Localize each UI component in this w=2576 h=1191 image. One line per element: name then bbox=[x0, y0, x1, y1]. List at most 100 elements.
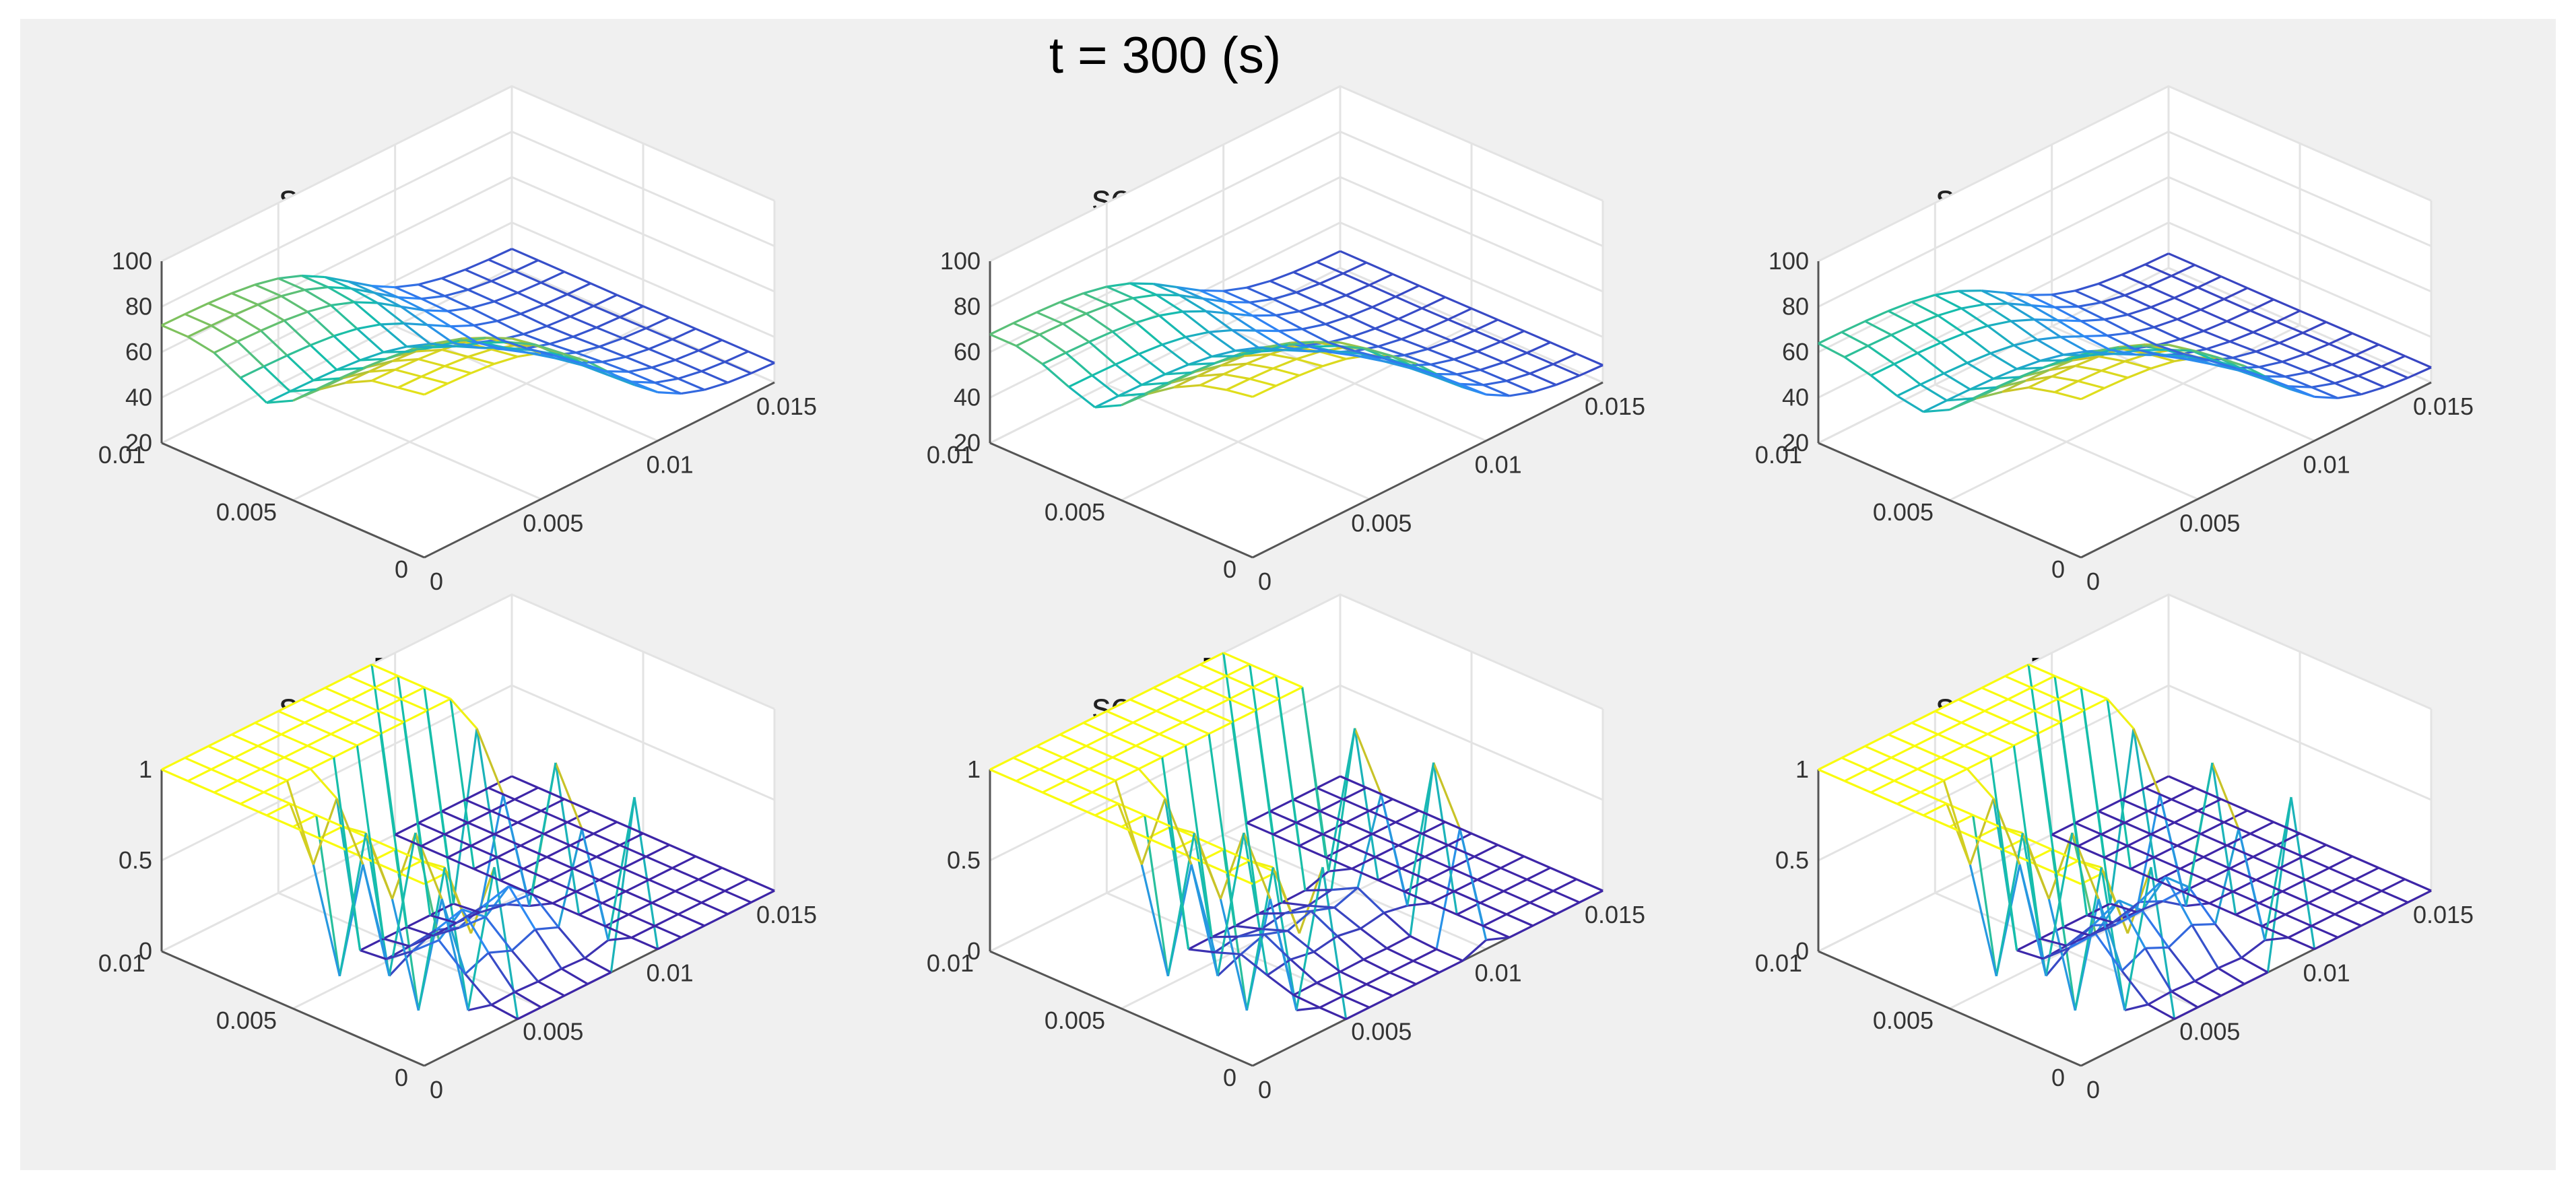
surface-mesh-line bbox=[2159, 354, 2187, 360]
surface-mesh-line bbox=[1322, 833, 1350, 847]
surface-mesh-line bbox=[2104, 856, 2132, 871]
surface-mesh-line bbox=[2121, 969, 2149, 1005]
surface-mesh-line bbox=[2100, 867, 2126, 1011]
surface-mesh-line bbox=[2103, 318, 2132, 334]
surface-mesh-line bbox=[312, 368, 337, 382]
surface-mesh-line bbox=[1526, 341, 1551, 354]
surface-mesh-line bbox=[1427, 348, 1455, 361]
surface-mesh-line bbox=[1185, 331, 1210, 339]
surface-mesh-line bbox=[2121, 273, 2149, 287]
figure-window: t = 300 (s) Tsection x/Lx = 000.0050.010… bbox=[20, 19, 2556, 1170]
surface-mesh-line bbox=[266, 399, 294, 404]
surface-mesh-line bbox=[1375, 318, 1399, 330]
surface-mesh-line bbox=[1967, 352, 1991, 364]
surface-mesh-line bbox=[2232, 356, 2259, 368]
surface-mesh-line bbox=[1506, 901, 1531, 916]
surface-mesh-line bbox=[1282, 901, 1309, 907]
surface-mesh-line bbox=[1246, 286, 1274, 300]
surface-mesh-line bbox=[628, 366, 653, 373]
surface-mesh-line bbox=[2288, 385, 2315, 398]
surface-mesh-line bbox=[2150, 360, 2175, 370]
surface-mesh-line bbox=[1421, 832, 1449, 846]
surface-mesh-line bbox=[1121, 825, 1148, 840]
surface-mesh-line bbox=[1272, 867, 1298, 1011]
surface-mesh-line bbox=[1459, 828, 1488, 941]
surface-mesh-line bbox=[1938, 733, 1965, 747]
surface-mesh-line bbox=[1182, 710, 1207, 724]
surface-mesh-line bbox=[2101, 821, 2125, 836]
surface-mesh-line bbox=[441, 798, 466, 813]
surface-mesh-line bbox=[476, 341, 504, 351]
surface-mesh-line bbox=[1456, 901, 1481, 916]
surface-mesh-line bbox=[2264, 378, 2292, 390]
surface-mesh-line bbox=[581, 828, 609, 941]
surface-mesh-line bbox=[2016, 366, 2043, 370]
surface-mesh-line bbox=[2378, 343, 2406, 358]
surface-mesh-line bbox=[1348, 315, 1376, 330]
surface-mesh-line bbox=[1206, 310, 1230, 315]
surface-mesh-line bbox=[1888, 722, 1913, 736]
surface-mesh-line bbox=[278, 274, 302, 280]
surface-mesh-line bbox=[1065, 780, 1093, 794]
surface-mesh-line bbox=[2220, 798, 2248, 812]
surface-mesh-line bbox=[1445, 296, 1472, 310]
surface-mesh-line bbox=[557, 828, 583, 928]
surface-mesh-line bbox=[543, 833, 571, 847]
surface-mesh-line bbox=[546, 315, 571, 327]
surface-mesh-line bbox=[365, 360, 393, 369]
surface-mesh-line bbox=[1844, 780, 1872, 794]
surface-mesh-line bbox=[645, 327, 673, 341]
surface-mesh-line bbox=[1188, 355, 1212, 366]
surface-mesh-line bbox=[380, 322, 404, 326]
surface-mesh-line bbox=[1156, 698, 1181, 712]
figure-canvas: t = 300 (s) Tsection x/Lx = 000.0050.010… bbox=[98, 27, 2474, 1103]
surface-mesh-line bbox=[327, 285, 352, 290]
surface-mesh-line bbox=[1896, 383, 1921, 397]
surface-mesh-line bbox=[2047, 832, 2074, 899]
surface-mesh-line bbox=[306, 733, 332, 747]
surface-mesh-line bbox=[1430, 901, 1457, 916]
surface-mesh-line bbox=[2063, 914, 2088, 928]
surface-mesh-line bbox=[549, 335, 574, 345]
surface-mesh-line bbox=[397, 375, 422, 389]
surface-mesh-line bbox=[543, 304, 571, 318]
y-tick-label: 0.005 bbox=[1045, 1007, 1105, 1034]
surface-mesh-line bbox=[649, 347, 676, 362]
surface-mesh-line bbox=[2197, 809, 2224, 823]
surface-mesh-line bbox=[2237, 828, 2266, 941]
surface-mesh-line bbox=[1243, 353, 1271, 358]
surface-mesh-line bbox=[537, 967, 562, 983]
surface-mesh-line bbox=[1482, 384, 1510, 397]
surface-mesh-line bbox=[1220, 362, 1247, 367]
surface-mesh-line bbox=[2171, 980, 2195, 993]
surface-mesh-line bbox=[1179, 698, 1207, 712]
surface-mesh-line bbox=[2057, 686, 2082, 700]
surface-mesh-line bbox=[1065, 768, 1090, 782]
surface-mesh-line bbox=[2200, 833, 2228, 847]
surface-mesh-line bbox=[1261, 912, 1286, 930]
surface-mesh-line bbox=[1946, 397, 1973, 402]
surface-mesh-line bbox=[1176, 663, 1201, 677]
surface-mesh-line bbox=[1211, 924, 1236, 939]
surface-mesh-line bbox=[1319, 350, 1347, 360]
surface-mesh-line bbox=[1506, 913, 1533, 927]
subplots-grid: Tsection x/Lx = 000.0050.010.01500.0050.… bbox=[98, 85, 2474, 1103]
surface-mesh-line bbox=[599, 879, 626, 893]
surface-mesh-line bbox=[1229, 312, 1253, 317]
surface-mesh-line bbox=[496, 320, 525, 335]
surface-mesh-line bbox=[2183, 891, 2210, 905]
surface-mesh-line bbox=[2148, 285, 2175, 299]
surface-mesh-line bbox=[1424, 856, 1452, 870]
surface-mesh-line bbox=[2127, 313, 2155, 329]
surface-mesh-line bbox=[599, 867, 624, 881]
y-gridline bbox=[989, 86, 1342, 444]
surface-mesh-line bbox=[1894, 780, 1921, 794]
surface-mesh-line bbox=[2028, 294, 2052, 296]
surface-mesh-line bbox=[2194, 980, 2222, 997]
surface-mesh-line bbox=[1042, 780, 1067, 794]
surface-mesh-line bbox=[1325, 844, 1350, 858]
surface-mesh-line bbox=[1038, 756, 1064, 771]
surface-mesh-line bbox=[330, 304, 358, 330]
surface-mesh-line bbox=[379, 323, 408, 348]
surface-mesh-line bbox=[2092, 345, 2119, 353]
